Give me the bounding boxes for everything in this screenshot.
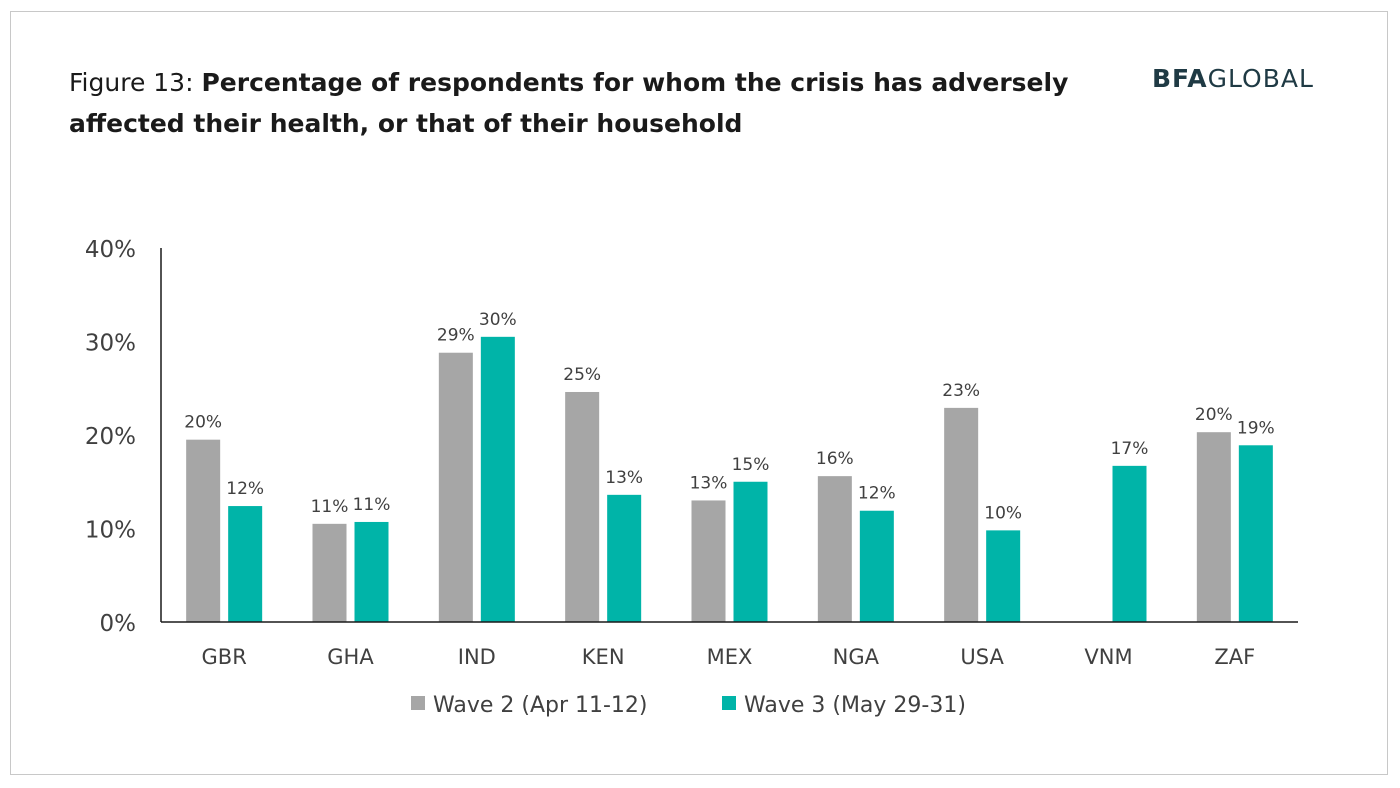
figure-label: Figure 13:	[69, 68, 202, 97]
bar-gbr-series-1	[186, 439, 221, 622]
data-label: 16%	[816, 449, 854, 469]
data-label: 17%	[1111, 439, 1149, 459]
data-label: 30%	[479, 310, 517, 330]
bar-ind-series-1	[438, 352, 473, 622]
data-label: 25%	[563, 365, 601, 385]
bar-mex-series-1	[691, 500, 726, 622]
data-label: 19%	[1237, 418, 1275, 438]
y-tick-label: 20%	[85, 424, 136, 450]
bar-zaf-series-1	[1196, 432, 1231, 622]
x-tick-label: USA	[960, 645, 1004, 669]
bar-gha-series-1	[312, 523, 347, 622]
bar-gha-series-2	[354, 521, 389, 622]
data-label: 20%	[184, 413, 222, 433]
bar-vnm-series-2	[1112, 465, 1147, 622]
x-tick-label: GBR	[202, 645, 247, 669]
x-tick-label: KEN	[582, 645, 625, 669]
logo-light: GLOBAL	[1207, 64, 1314, 93]
bar-usa-series-1	[944, 407, 979, 622]
data-label: 11%	[353, 495, 391, 515]
y-tick-label: 10%	[85, 518, 136, 544]
title-text: Percentage of respondents for whom the c…	[69, 68, 1069, 138]
legend-label-series-2: Wave 3 (May 29-31)	[744, 693, 966, 718]
bar-mex-series-2	[733, 481, 768, 622]
data-label: 20%	[1195, 405, 1233, 425]
data-label: 15%	[732, 455, 770, 475]
x-tick-label: IND	[458, 645, 496, 669]
y-tick-label: 40%	[85, 237, 136, 263]
x-tick-label: NGA	[833, 645, 880, 669]
bar-nga-series-1	[817, 476, 852, 622]
chart-title: Figure 13: Percentage of respondents for…	[69, 62, 1079, 144]
data-label: 11%	[311, 497, 349, 517]
y-tick-label: 0%	[100, 611, 137, 637]
bar-ken-series-2	[607, 494, 642, 622]
data-label: 13%	[605, 468, 643, 488]
data-label: 12%	[858, 484, 896, 504]
y-tick-label: 30%	[85, 331, 136, 357]
logo-bold: BFA	[1152, 64, 1208, 93]
chart-frame	[10, 11, 1388, 775]
bar-nga-series-2	[859, 510, 894, 622]
data-label: 10%	[984, 503, 1022, 523]
bar-ken-series-1	[565, 391, 600, 622]
bar-gbr-series-2	[228, 506, 263, 622]
x-tick-label: VNM	[1084, 645, 1132, 669]
data-label: 12%	[226, 479, 264, 499]
x-tick-label: GHA	[327, 645, 374, 669]
bar-usa-series-2	[986, 530, 1021, 622]
data-label: 23%	[942, 381, 980, 401]
legend-label-series-1: Wave 2 (Apr 11-12)	[433, 693, 648, 718]
data-label: 29%	[437, 326, 475, 346]
x-tick-label: MEX	[707, 645, 753, 669]
data-label: 13%	[690, 473, 728, 493]
bar-ind-series-2	[480, 336, 515, 622]
legend-swatch-series-2	[722, 696, 736, 710]
x-tick-label: ZAF	[1214, 645, 1255, 669]
bfa-global-logo: BFAGLOBAL	[1152, 64, 1314, 93]
bar-zaf-series-2	[1238, 445, 1273, 622]
legend-swatch-series-1	[411, 696, 425, 710]
